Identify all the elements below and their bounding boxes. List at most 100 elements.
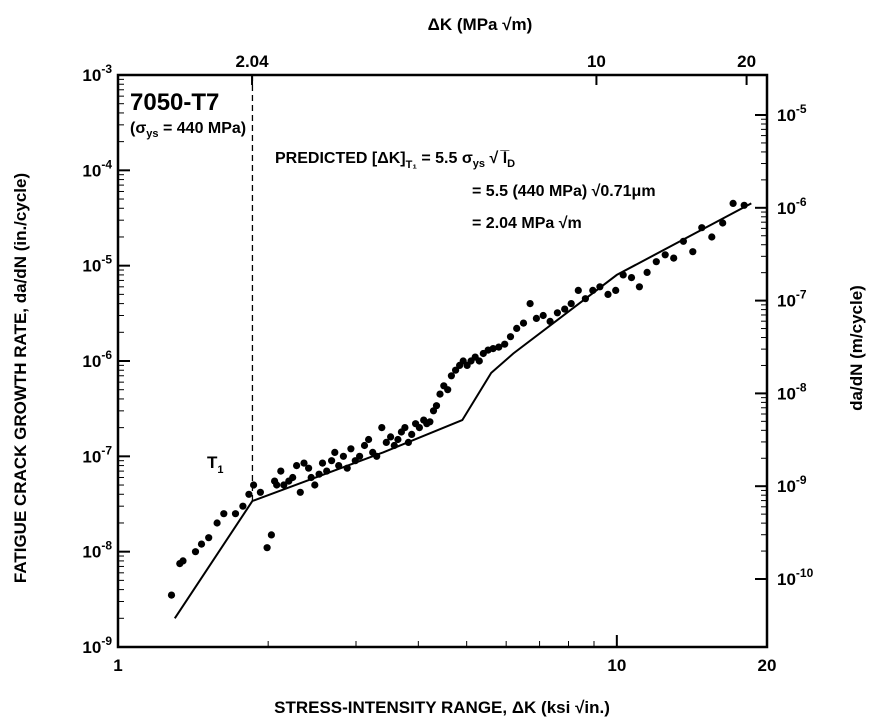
data-point (347, 445, 355, 453)
prediction-line-2: = 5.5 (440 MPa) √0.71μm (472, 183, 656, 200)
data-point (360, 441, 369, 450)
data-point (305, 464, 313, 472)
data-point (378, 424, 386, 432)
right-tick-label: 10-9 (777, 473, 807, 496)
data-point (373, 452, 381, 460)
data-point (553, 309, 562, 317)
data-point (273, 481, 281, 489)
top-tick-label: 10 (587, 52, 606, 71)
data-point (574, 286, 582, 294)
data-point (567, 300, 575, 308)
x-tick-label: 20 (758, 656, 777, 675)
data-point (382, 438, 390, 446)
data-point (489, 345, 497, 353)
data-point (719, 219, 727, 227)
y-tick-label: 10-5 (82, 253, 112, 276)
right-axis-title: da/dN (m/cycle) (847, 285, 866, 411)
alloy-label: 7050-T7 (130, 89, 219, 116)
data-point (293, 462, 301, 470)
data-point (604, 290, 612, 298)
data-point (263, 544, 271, 552)
data-point (343, 464, 351, 472)
data-point (289, 473, 297, 482)
data-point (513, 324, 521, 332)
data-point (708, 233, 716, 241)
data-point (501, 340, 509, 348)
yield-strength-label: (σys = 440 MPa) (130, 120, 246, 140)
data-point (561, 305, 569, 313)
data-point (506, 333, 515, 341)
trend-line (173, 202, 752, 619)
data-point (311, 481, 319, 489)
right-tick-label: 10-6 (777, 195, 807, 218)
data-point (452, 366, 460, 374)
data-point (444, 386, 452, 394)
data-point (245, 490, 253, 498)
data-point (670, 254, 678, 262)
data-point (426, 418, 434, 426)
data-point (679, 237, 688, 245)
data-point (351, 457, 359, 465)
y-tick-label: 10-3 (82, 62, 112, 85)
data-point (197, 540, 206, 548)
y-tick-label: 10-7 (82, 443, 112, 466)
axis-ticks: 10-9 10-8 10-7 10-6 10-5 10-4 10-3 1 10 20 2.04 10 2… (82, 52, 813, 675)
data-point (581, 295, 590, 303)
data-point (495, 343, 503, 351)
data-point (475, 357, 483, 365)
data-point (267, 531, 275, 539)
data-point (328, 457, 336, 465)
data-points (167, 199, 748, 599)
top-axis-title: ΔK (MPa √m) (428, 15, 533, 34)
data-point (220, 510, 228, 518)
data-point (390, 441, 398, 450)
right-tick-label: 10-8 (777, 380, 807, 403)
x-axis-title: STRESS-INTENSITY RANGE, ΔK (ksi √in.) (274, 698, 610, 717)
data-point (394, 435, 402, 444)
data-point (619, 271, 627, 279)
data-point (213, 519, 221, 527)
data-point (335, 462, 343, 470)
data-point (596, 283, 604, 291)
data-point (729, 199, 737, 207)
data-point (401, 424, 409, 432)
data-point (205, 534, 213, 542)
y-axis-title: FATIGUE CRACK GROWTH RATE, da/dN (in./cy… (11, 173, 30, 583)
data-point (652, 258, 660, 266)
data-point (307, 473, 315, 482)
right-tick-label: 10-5 (777, 102, 807, 125)
data-point (179, 557, 187, 565)
data-point (404, 438, 412, 446)
data-point (643, 268, 651, 276)
data-point (300, 459, 308, 467)
data-point (318, 459, 327, 467)
right-tick-label: 10-10 (777, 566, 814, 589)
data-point (436, 390, 444, 398)
data-point (612, 286, 620, 294)
data-point (331, 448, 339, 456)
data-point (698, 224, 706, 232)
data-point (356, 452, 364, 460)
data-point (740, 201, 748, 209)
prediction-line-1: PREDICTED [ΔK]T₁ = 5.5 σys √ l̅D (275, 149, 515, 171)
data-point (191, 548, 200, 556)
top-tick-label: 2.04 (235, 52, 269, 71)
data-point (627, 274, 636, 282)
x-tick-label: 10 (607, 656, 626, 675)
data-point (432, 402, 441, 410)
data-point (415, 424, 423, 432)
data-point (589, 286, 597, 294)
y-tick-label: 10-8 (82, 539, 112, 562)
top-tick-label: 20 (737, 52, 756, 71)
data-point (365, 435, 373, 444)
data-point (280, 481, 288, 489)
data-point (539, 311, 547, 320)
right-tick-label: 10-7 (777, 288, 807, 311)
data-point (296, 488, 304, 496)
data-point (256, 488, 264, 496)
y-tick-label: 10-9 (82, 634, 112, 657)
data-point (315, 470, 323, 478)
data-point (250, 481, 258, 489)
data-point (635, 283, 644, 291)
